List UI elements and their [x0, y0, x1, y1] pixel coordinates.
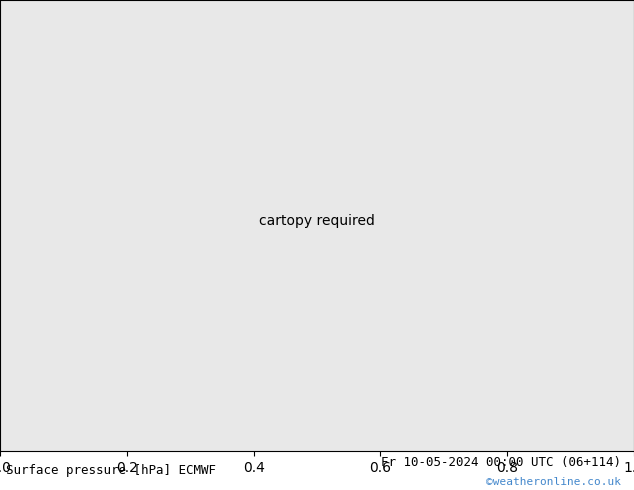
Text: Surface pressure [hPa] ECMWF: Surface pressure [hPa] ECMWF: [6, 464, 216, 477]
Text: ©weatheronline.co.uk: ©weatheronline.co.uk: [486, 477, 621, 487]
Text: Fr 10-05-2024 00:00 UTC (06+114): Fr 10-05-2024 00:00 UTC (06+114): [381, 456, 621, 469]
Text: cartopy required: cartopy required: [259, 215, 375, 228]
